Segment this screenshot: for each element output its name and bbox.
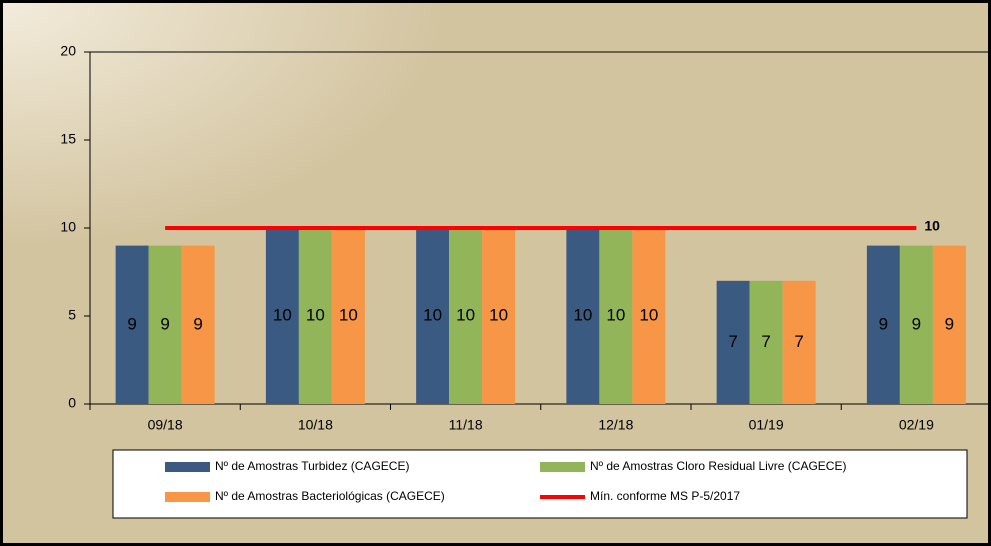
data-label: 10 xyxy=(924,218,940,234)
legend-swatch xyxy=(165,492,210,502)
bar xyxy=(899,245,933,404)
data-label: 10 xyxy=(306,305,325,324)
data-label: 10 xyxy=(339,305,358,324)
x-tick-label: 01/19 xyxy=(749,417,784,433)
legend-label: Nº de Amostras Cloro Residual Livre (CAG… xyxy=(590,459,846,473)
legend-swatch xyxy=(165,462,210,472)
x-tick-label: 11/18 xyxy=(449,417,483,433)
legend-label: Nº de Amostras Turbidez (CAGECE) xyxy=(215,459,409,473)
data-label: 10 xyxy=(273,305,292,324)
bar xyxy=(265,228,299,404)
data-label: 9 xyxy=(160,314,169,333)
data-label: 10 xyxy=(639,305,658,324)
data-label: 10 xyxy=(489,305,508,324)
data-label: 7 xyxy=(794,332,803,351)
bar xyxy=(148,245,182,404)
legend-swatch xyxy=(540,462,585,472)
bar xyxy=(782,280,816,404)
bar xyxy=(298,228,332,404)
data-label: 9 xyxy=(193,314,202,333)
bar xyxy=(449,228,483,404)
data-label: 7 xyxy=(728,332,737,351)
bar xyxy=(599,228,633,404)
x-tick-label: 02/19 xyxy=(899,417,934,433)
data-label: 7 xyxy=(761,332,770,351)
y-tick-label: 20 xyxy=(60,43,76,59)
legend-label: Nº de Amostras Bacteriológicas (CAGECE) xyxy=(215,489,445,503)
data-label: 9 xyxy=(945,314,954,333)
y-tick-label: 0 xyxy=(68,395,76,411)
x-tick-label: 10/18 xyxy=(298,417,333,433)
bar xyxy=(331,228,365,404)
bar xyxy=(932,245,966,404)
data-label: 10 xyxy=(423,305,442,324)
bar xyxy=(866,245,900,404)
data-label: 9 xyxy=(127,314,136,333)
legend xyxy=(112,449,968,519)
bar xyxy=(115,245,149,404)
y-tick-label: 15 xyxy=(60,131,76,147)
data-label: 10 xyxy=(573,305,592,324)
bar xyxy=(632,228,666,404)
bar xyxy=(749,280,783,404)
legend-label: Mín. conforme MS P-5/2017 xyxy=(590,489,740,503)
data-label: 9 xyxy=(879,314,888,333)
y-tick-label: 10 xyxy=(60,219,76,235)
bar xyxy=(416,228,450,404)
bar xyxy=(566,228,600,404)
data-label: 10 xyxy=(456,305,475,324)
x-tick-label: 12/18 xyxy=(598,417,633,433)
x-tick-label: 09/18 xyxy=(148,417,183,433)
bar xyxy=(181,245,215,404)
data-label: 10 xyxy=(606,305,625,324)
data-label: 9 xyxy=(912,314,921,333)
bar xyxy=(716,280,750,404)
bar xyxy=(482,228,516,404)
y-tick-label: 5 xyxy=(68,307,76,323)
